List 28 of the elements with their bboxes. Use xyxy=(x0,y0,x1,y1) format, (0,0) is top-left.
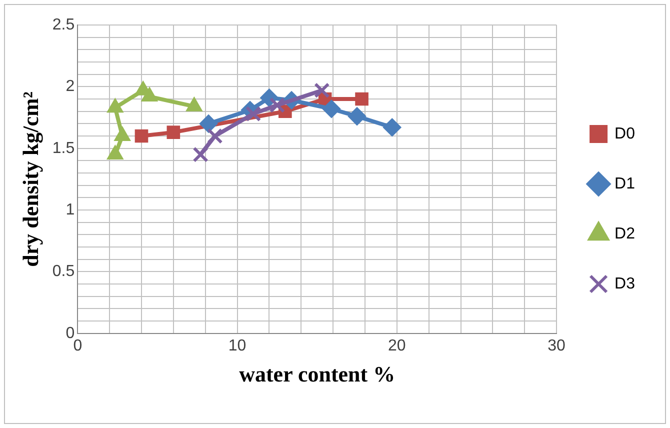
legend-label: D1 xyxy=(614,175,636,192)
x-tick-label: 10 xyxy=(228,337,246,354)
y-tick-label: 2 xyxy=(66,78,75,96)
point xyxy=(348,107,366,126)
point xyxy=(269,97,286,114)
y-tick-label: 1.5 xyxy=(52,140,75,157)
point xyxy=(192,146,208,162)
point xyxy=(134,129,148,143)
y-tick-label: 0.5 xyxy=(52,263,75,280)
point xyxy=(322,100,340,118)
point xyxy=(314,82,330,98)
x-tick-label: 30 xyxy=(548,337,566,354)
y-tick-label: 2.5 xyxy=(52,16,75,34)
y-tick-label: 0 xyxy=(66,324,75,342)
x-axis-title: water content % xyxy=(239,361,396,386)
x-tick-label: 20 xyxy=(388,337,406,354)
point xyxy=(245,106,262,122)
y-axis-title: dry density kg/cm² xyxy=(18,91,43,267)
point xyxy=(383,118,402,136)
point xyxy=(166,126,180,139)
point xyxy=(260,88,278,107)
point xyxy=(200,114,218,133)
legend-label: D2 xyxy=(614,225,636,242)
legend-label: D3 xyxy=(614,275,636,292)
legend-label: D0 xyxy=(614,125,636,142)
point xyxy=(355,92,368,106)
point xyxy=(207,128,223,144)
y-tick-label: 1 xyxy=(66,201,75,218)
